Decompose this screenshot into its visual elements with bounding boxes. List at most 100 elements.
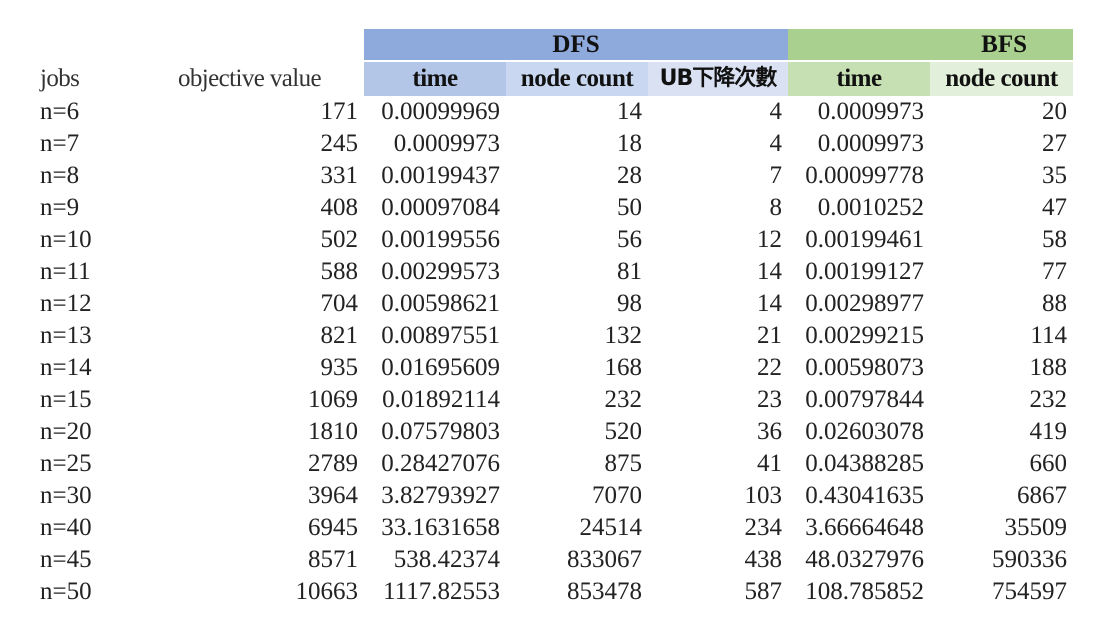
bfs-time-header: time [788, 62, 930, 96]
objective-value-cell: 821 [320, 322, 359, 349]
bfs-time-cell: 0.02603078 [805, 418, 924, 445]
dfs-time-cell: 0.28427076 [381, 450, 500, 477]
jobs-cell: n=8 [40, 162, 80, 189]
dfs-time-cell: 0.00097084 [381, 194, 500, 221]
bfs-node-count-cell: 35509 [1004, 514, 1068, 541]
dfs-ub-decrease-cell: 14 [757, 290, 782, 317]
table-row: n=50 10663 1117.82553 853478 587 108.785852 75… [0, 576, 1100, 608]
jobs-cell: n=9 [40, 194, 80, 221]
bfs-node-count-cell: 47 [1042, 194, 1067, 221]
objective-value-cell: 8571 [308, 546, 358, 573]
dfs-ub-decrease-cell: 8 [769, 194, 783, 221]
dfs-time-cell: 0.00897551 [381, 322, 500, 349]
dfs-node-count-cell: 50 [617, 194, 642, 221]
bfs-time-cell: 0.00299215 [805, 322, 924, 349]
bfs-time-cell: 0.04388285 [805, 450, 924, 477]
dfs-node-count-cell: 875 [604, 450, 643, 477]
table-row: n=45 8571 538.42374 833067 438 48.0327976 5903… [0, 544, 1100, 576]
objective-value-cell: 502 [320, 226, 359, 253]
table-row: n=8 331 0.00199437 28 7 0.00099778 35 [0, 160, 1100, 192]
bfs-time-cell: 0.00298977 [805, 290, 924, 317]
bfs-node-count-cell: 232 [1029, 386, 1068, 413]
dfs-ub-decrease-cell: 12 [757, 226, 782, 253]
table-row: n=10 502 0.00199556 56 12 0.00199461 58 [0, 224, 1100, 256]
bfs-time-cell: 0.43041635 [805, 482, 924, 509]
bfs-node-count-cell: 114 [1030, 322, 1067, 349]
dfs-time-cell: 0.00299573 [381, 258, 500, 285]
bfs-node-count-cell: 6867 [1017, 482, 1067, 509]
table-row: n=14 935 0.01695609 168 22 0.00598073 188 [0, 352, 1100, 384]
bfs-node-count-cell: 20 [1042, 98, 1067, 125]
dfs-node-count-cell: 14 [617, 98, 642, 125]
dfs-time-cell: 0.01695609 [381, 354, 500, 381]
bfs-time-cell: 0.00099778 [805, 162, 924, 189]
table-row: n=6 171 0.00099969 14 4 0.0009973 20 [0, 96, 1100, 128]
dfs-ub-decrease-cell: 22 [757, 354, 782, 381]
objective-value-cell: 171 [320, 98, 359, 125]
bfs-time-cell: 0.0009973 [817, 130, 924, 157]
jobs-cell: n=20 [40, 418, 92, 445]
jobs-cell: n=25 [40, 450, 92, 477]
objective-value-cell: 1810 [308, 418, 358, 445]
table-row: n=25 2789 0.28427076 875 41 0.04388285 660 [0, 448, 1100, 480]
objective-value-cell: 6945 [308, 514, 358, 541]
dfs-node-count-cell: 7070 [592, 482, 642, 509]
dfs-node-count-cell: 853478 [567, 578, 642, 605]
dfs-node-count-cell: 132 [604, 322, 643, 349]
dfs-node-count-cell: 833067 [567, 546, 642, 573]
dfs-ub-decrease-cell: 4 [769, 130, 783, 157]
dfs-node-count-cell: 81 [617, 258, 642, 285]
dfs-ub-decrease-cell: 587 [744, 578, 783, 605]
jobs-cell: n=13 [40, 322, 92, 349]
table-row: n=9 408 0.00097084 50 8 0.0010252 47 [0, 192, 1100, 224]
jobs-cell: n=45 [40, 546, 92, 573]
bfs-node-count-cell: 88 [1042, 290, 1067, 317]
dfs-node-count-cell: 24514 [579, 514, 643, 541]
table-row: n=15 1069 0.01892114 232 23 0.00797844 232 [0, 384, 1100, 416]
dfs-ub-decrease-cell: 234 [744, 514, 783, 541]
dfs-node-count-cell: 168 [604, 354, 643, 381]
dfs-ub-decrease-cell: 41 [757, 450, 782, 477]
dfs-ub-decrease-cell: 4 [769, 98, 783, 125]
bfs-group-label: BFS [981, 31, 1027, 58]
bfs-time-cell: 3.66664648 [805, 514, 924, 541]
bfs-time-cell: 0.0009973 [817, 98, 924, 125]
dfs-ub-decrease-cell: 438 [744, 546, 783, 573]
table-row: n=7 245 0.0009973 18 4 0.0009973 27 [0, 128, 1100, 160]
objective-value-cell: 331 [320, 162, 359, 189]
objective-value-cell: 588 [320, 258, 359, 285]
bfs-node-count-cell: 77 [1042, 258, 1067, 285]
dfs-ub-decrease-cell: 7 [769, 162, 783, 189]
table-row: n=20 1810 0.07579803 520 36 0.02603078 419 [0, 416, 1100, 448]
dfs-node-count-cell: 56 [617, 226, 642, 253]
dfs-time-cell: 0.07579803 [381, 418, 500, 445]
jobs-cell: n=15 [40, 386, 92, 413]
table-row: n=13 821 0.00897551 132 21 0.00299215 114 [0, 320, 1100, 352]
jobs-cell: n=10 [40, 226, 92, 253]
jobs-cell: n=14 [40, 354, 92, 381]
bfs-node-count-cell: 188 [1029, 354, 1068, 381]
objective-value-cell: 408 [320, 194, 359, 221]
table-row: n=11 588 0.00299573 81 14 0.00199127 77 [0, 256, 1100, 288]
objective-value-cell: 3964 [308, 482, 358, 509]
dfs-time-header: time [364, 62, 506, 96]
dfs-node-count-cell: 28 [617, 162, 642, 189]
table-row: n=30 3964 3.82793927 7070 103 0.43041635 6867 [0, 480, 1100, 512]
dfs-node-count-cell: 18 [617, 130, 642, 157]
dfs-ub-decrease-cell: 23 [757, 386, 782, 413]
jobs-header: jobs [40, 65, 80, 92]
bfs-group-header: BFS [788, 29, 1073, 60]
table-row: n=40 6945 33.1631658 24514 234 3.66664648 3550… [0, 512, 1100, 544]
objective-value-cell: 1069 [308, 386, 358, 413]
bfs-node-count-cell: 660 [1029, 450, 1068, 477]
jobs-cell: n=12 [40, 290, 92, 317]
jobs-cell: n=50 [40, 578, 92, 605]
dfs-time-cell: 538.42374 [393, 546, 500, 573]
bfs-node-count-cell: 590336 [992, 546, 1067, 573]
group-header-row: DFS BFS [0, 29, 1100, 60]
dfs-time-cell: 33.1631658 [381, 514, 500, 541]
bfs-time-cell: 108.785852 [805, 578, 924, 605]
dfs-node-count-header: node count [506, 62, 648, 96]
dfs-ub-decrease-cell: 21 [757, 322, 782, 349]
objective-value-cell: 2789 [308, 450, 358, 477]
